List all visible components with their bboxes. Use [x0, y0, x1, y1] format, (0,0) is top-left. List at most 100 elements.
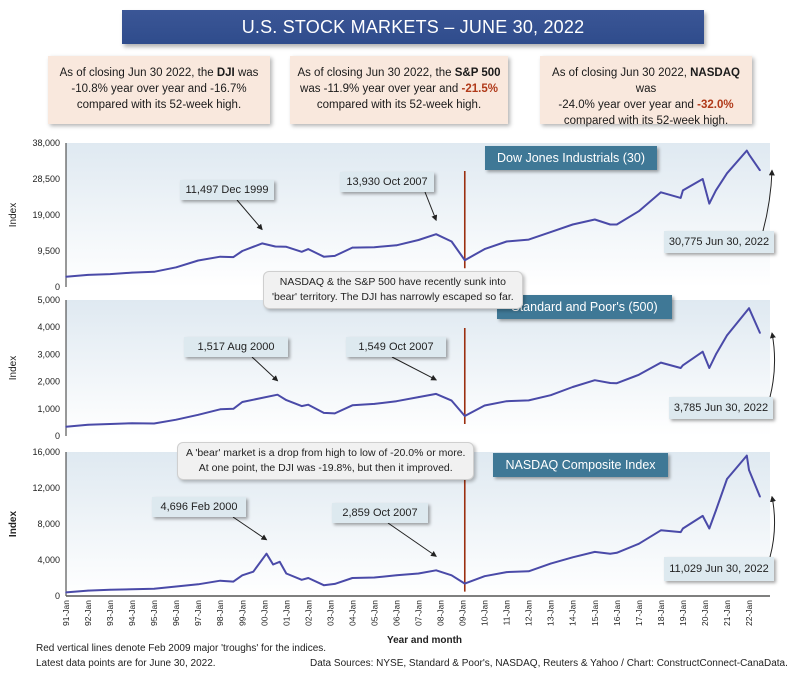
- data-point: [197, 259, 199, 262]
- y-tick-label: 0: [55, 591, 60, 601]
- data-point: [759, 332, 761, 334]
- data-point: [748, 307, 750, 309]
- callout-nas-peak-2007: 2,859 Oct 2007: [332, 503, 428, 523]
- data-point: [351, 577, 354, 579]
- x-tick-label: 93-Jan: [105, 600, 115, 626]
- data-point: [333, 583, 336, 585]
- data-point: [726, 172, 728, 175]
- data-point: [373, 246, 376, 249]
- data-point: [549, 394, 552, 397]
- data-point: [660, 361, 662, 364]
- data-point: [87, 274, 89, 276]
- data-point: [463, 259, 466, 262]
- data-point: [272, 563, 274, 566]
- summary-text: was: [234, 67, 259, 79]
- panel-dji: 0 9,500 19,000 28,500 38,000 Index: [8, 138, 775, 292]
- data-point: [701, 350, 704, 353]
- data-point: [109, 273, 111, 275]
- data-point: [745, 454, 748, 457]
- x-tick-label: 15-Jan: [590, 600, 600, 626]
- footer-sources: Data Sources: NYSE, Standard & Poor's, N…: [310, 658, 788, 669]
- y-tick-label: 1,000: [37, 404, 60, 414]
- data-point: [197, 583, 199, 586]
- summary-box-sp500: As of closing Jun 30 2022, the S&P 500 w…: [290, 56, 508, 124]
- data-point: [252, 570, 255, 573]
- callout-sp-peak-2007: 1,549 Oct 2007: [346, 337, 446, 357]
- data-point: [609, 223, 611, 226]
- x-tick-label: 16-Jan: [612, 600, 622, 626]
- data-point: [708, 202, 711, 205]
- data-point: [417, 572, 420, 575]
- data-point: [679, 197, 682, 199]
- callout-sp-peak-2000: 1,517 Aug 2000: [184, 337, 288, 357]
- data-point: [708, 527, 711, 530]
- page-title: U.S. STOCK MARKETS – JUNE 30, 2022: [122, 10, 704, 44]
- data-point: [715, 509, 717, 512]
- x-axis-title: Year and month: [387, 635, 463, 646]
- data-point: [615, 223, 618, 226]
- panel-title-dji: Dow Jones Industrials (30): [485, 146, 657, 170]
- data-point: [759, 495, 761, 498]
- data-point: [131, 422, 133, 425]
- data-point: [232, 408, 235, 410]
- data-point: [285, 246, 288, 248]
- data-point: [679, 367, 682, 369]
- x-tick-label: 00-Jan: [259, 600, 269, 626]
- note-bear-definition: A 'bear' market is a drop from high to l…: [177, 442, 475, 480]
- data-point: [483, 575, 486, 577]
- x-tick-label: 98-Jan: [215, 600, 225, 626]
- data-point: [435, 393, 437, 395]
- annotation-arrow: [424, 191, 438, 222]
- data-point: [109, 423, 111, 425]
- data-point: [241, 250, 244, 252]
- data-point: [261, 242, 263, 245]
- x-tick-label: 04-Jan: [347, 600, 357, 626]
- x-tick-label: 13-Jan: [546, 600, 556, 626]
- x-tick-label: 91-Jan: [61, 600, 71, 626]
- data-point: [660, 191, 662, 194]
- x-tick-label: 11-Jan: [502, 600, 512, 626]
- summary-text: was -11.9% year over year and: [300, 83, 462, 95]
- annotation-arrow: [251, 356, 279, 382]
- data-point: [153, 422, 155, 425]
- data-point: [759, 169, 761, 172]
- data-point: [609, 382, 611, 384]
- data-point: [395, 574, 398, 577]
- data-point: [549, 562, 552, 565]
- data-point: [175, 418, 177, 421]
- footer-latest-note: Latest data points are for June 30, 2022…: [36, 658, 216, 669]
- data-point: [435, 569, 437, 572]
- callout-dji-peak-1999: 11,497 Dec 1999: [180, 180, 274, 200]
- callout-nas-latest: 11,029 Jun 30, 2022: [664, 557, 774, 581]
- data-point: [505, 571, 508, 573]
- data-point: [593, 551, 596, 553]
- data-point: [715, 189, 717, 192]
- data-point: [219, 579, 222, 582]
- data-point: [285, 399, 288, 401]
- data-point: [373, 576, 376, 579]
- y-axis-title: Index: [8, 511, 19, 538]
- y-axis-title: Index: [8, 203, 19, 227]
- data-point: [615, 552, 618, 554]
- data-point: [745, 149, 748, 152]
- y-tick-label: 0: [55, 431, 60, 441]
- x-tick-label: 21-Jan: [722, 600, 732, 626]
- summary-text: As of closing Jun 30 2022, the: [59, 67, 217, 79]
- data-point: [701, 515, 704, 517]
- data-point: [638, 374, 640, 376]
- note-bear-territory: NASDAQ & the S&P 500 have recently sunk …: [263, 271, 523, 309]
- y-tick-label: 3,000: [37, 349, 60, 359]
- x-tick-label: 18-Jan: [656, 600, 666, 626]
- data-point: [593, 379, 596, 382]
- data-point: [593, 218, 596, 221]
- data-point: [274, 245, 277, 248]
- data-point: [571, 223, 574, 226]
- x-tick-label: 94-Jan: [127, 600, 137, 626]
- data-point: [726, 334, 728, 337]
- data-point: [682, 189, 684, 192]
- summary-text: As of closing Jun 30 2022,: [552, 67, 691, 79]
- data-point: [322, 412, 325, 414]
- data-point: [333, 255, 336, 257]
- x-tick-label: 20-Jan: [700, 600, 710, 626]
- data-point: [660, 529, 662, 532]
